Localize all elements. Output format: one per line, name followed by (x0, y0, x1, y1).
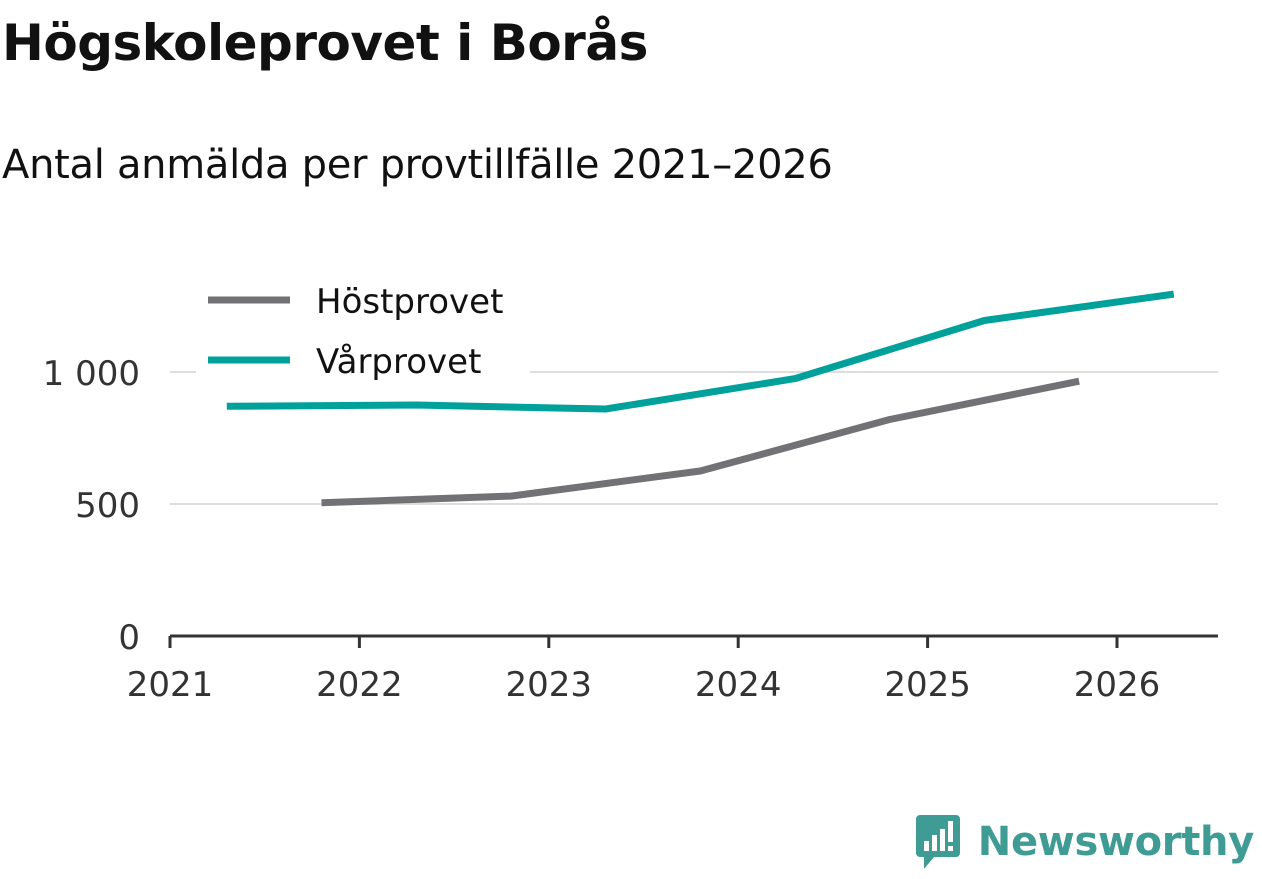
x-tick-label: 2022 (316, 665, 403, 705)
grid-lines: 0 500 1 000 (43, 354, 1218, 658)
x-axis: 2021 2022 2023 2024 2025 2026 (127, 634, 1218, 705)
brand-name: Newsworthy (977, 819, 1255, 865)
chart-title: Högskoleprovet i Borås (2, 14, 648, 72)
x-tick-label: 2025 (884, 665, 971, 705)
chart-subtitle: Antal anmälda per provtillfälle 2021–202… (2, 142, 833, 188)
y-tick-label: 1 000 (43, 354, 140, 394)
newsworthy-logo-icon (915, 815, 960, 869)
series-line-varprovet (226, 290, 1175, 413)
x-tick-label: 2023 (506, 665, 593, 705)
x-tick-label: 2024 (695, 665, 782, 705)
legend-label: Höstprovet (316, 282, 503, 322)
brand-logo: Newsworthy (914, 813, 1254, 871)
legend: Höstprovet Vårprovet (196, 270, 530, 382)
legend-label: Vårprovet (316, 342, 481, 382)
series-lines (226, 290, 1175, 507)
y-tick-label: 500 (75, 486, 140, 526)
x-tick-label: 2021 (127, 665, 214, 705)
y-tick-label: 0 (118, 618, 140, 658)
series-line-hostprovet (321, 377, 1080, 507)
x-tick-label: 2026 (1074, 665, 1161, 705)
